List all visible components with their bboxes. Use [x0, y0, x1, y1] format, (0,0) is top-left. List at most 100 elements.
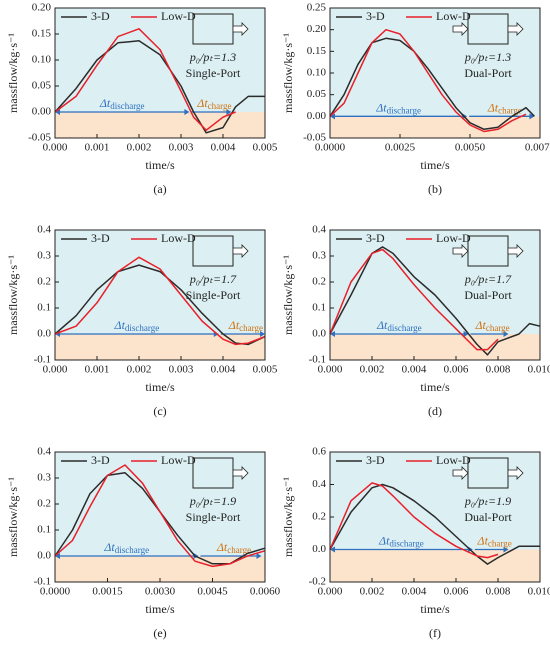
panel: -0.1 0.0 0.1 0.2 0.3 0.4 0.000 0.001 0.002 0.003 0… [6, 224, 278, 418]
y-tick-label: 0.4 [37, 446, 51, 458]
x-axis-label: time/s [145, 380, 175, 394]
y-tick-label: -0.1 [309, 354, 326, 366]
x-tick-label: 0.0000 [315, 142, 346, 154]
x-axis-label: time/s [420, 602, 450, 616]
legend-label: 3-D [91, 9, 110, 23]
plot-frame [329, 451, 541, 583]
x-tick-label: 0.001 [85, 142, 110, 154]
panel-caption: (b) [428, 182, 442, 196]
schematic-arrow [232, 244, 249, 258]
y-axis-label: massflow/kg·s⁻¹ [281, 477, 295, 557]
label-sub: discharge [389, 539, 423, 549]
discharge-label: Δtdischarge [375, 100, 421, 115]
schematic-arrow [232, 466, 249, 480]
panel-caption: (d) [428, 404, 442, 418]
x-tick-label: 0.001 [85, 364, 110, 376]
panel: -0.1 0.0 0.1 0.2 0.3 0.4 0.000 0.002 0.004 0.006 0… [281, 224, 550, 418]
plot-frame [329, 7, 541, 139]
charge-label: Δtcharge [228, 318, 263, 333]
plot-frame [54, 451, 266, 583]
port-label: Dual-Port [464, 66, 512, 80]
pressure-ratio: p₀/pₜ=1.3 [189, 50, 236, 64]
pressure-ratio: p₀/pₜ=1.9 [189, 494, 236, 508]
legend-label: 3-D [366, 453, 385, 467]
port-label: Single-Port [186, 66, 241, 80]
discharge-label: Δtdischarge [99, 96, 145, 111]
label-main: Δt [487, 100, 499, 114]
label-main: Δt [196, 96, 208, 110]
panel-caption: (c) [153, 404, 166, 418]
y-tick-label: -0.05 [303, 132, 326, 144]
schematic-arrow [452, 244, 469, 258]
plot-frame [54, 229, 266, 361]
charge-region [55, 556, 265, 582]
pressure-ratio: p₀/pₜ=1.9 [464, 494, 511, 508]
label-main: Δt [378, 533, 390, 547]
label-main: Δt [216, 540, 228, 554]
panel-caption: (f) [429, 626, 441, 640]
label-sub: charge [486, 323, 510, 333]
port-label: Single-Port [186, 510, 241, 524]
label-sub: discharge [110, 101, 144, 111]
arrow-head [260, 331, 265, 337]
x-tick-label: 0.002 [127, 142, 152, 154]
y-tick-label: 0.0 [312, 543, 326, 555]
charge-region [330, 549, 540, 582]
panel-caption: (a) [153, 182, 166, 196]
panel: -0.05 0.00 0.05 0.10 0.15 0.20 0.000 0.001 0.002… [6, 2, 278, 196]
x-tick-label: 0.000 [43, 142, 68, 154]
label-sub: charge [239, 323, 263, 333]
label-main: Δt [103, 540, 115, 554]
x-axis-label: time/s [420, 380, 450, 394]
x-tick-label: 0.002 [360, 364, 385, 376]
discharge-region [55, 230, 265, 334]
charge-label: Δtcharge [474, 318, 509, 333]
discharge-region [330, 8, 540, 117]
x-tick-label: 0.0000 [40, 586, 71, 598]
arrow-head [256, 553, 262, 559]
x-tick-label: 0.000 [318, 364, 343, 376]
discharge-label: Δtdischarge [378, 533, 424, 548]
discharge-region [330, 230, 540, 334]
y-tick-label: 0.1 [312, 302, 326, 314]
label-sub: discharge [125, 323, 159, 333]
label-main: Δt [375, 100, 387, 114]
x-tick-label: 0.004 [402, 364, 427, 376]
x-tick-label: 0.0015 [92, 586, 123, 598]
x-tick-label: 0.008 [486, 586, 511, 598]
x-axis-label: time/s [145, 602, 175, 616]
charge-label: Δtcharge [487, 100, 522, 115]
label-main: Δt [477, 533, 489, 547]
legend-label: 3-D [91, 453, 110, 467]
discharge-label: Δtdischarge [114, 318, 160, 333]
y-tick-label: 0.15 [307, 45, 327, 57]
arrow-head [503, 331, 509, 337]
y-tick-label: 0.1 [37, 302, 51, 314]
x-tick-label: 0.002 [360, 586, 385, 598]
schematic-arrow [452, 22, 469, 36]
y-tick-label: 0.6 [312, 446, 326, 458]
x-tick-label: 0.004 [402, 586, 427, 598]
series-line [54, 40, 265, 134]
series-line [329, 37, 535, 131]
y-tick-label: 0.20 [307, 23, 327, 35]
y-tick-label: 0.4 [312, 224, 326, 236]
series-line [329, 483, 540, 565]
y-tick-label: 0.15 [32, 28, 52, 40]
port-label: Dual-Port [464, 510, 512, 524]
label-sub: charge [488, 539, 512, 549]
label-sub: discharge [387, 105, 421, 115]
arrow-head [503, 546, 509, 553]
port-label: Single-Port [186, 288, 241, 302]
plot-frame [329, 229, 541, 361]
x-tick-label: 0.006 [444, 586, 469, 598]
y-axis-label: massflow/kg·s⁻¹ [6, 255, 20, 335]
y-tick-label: 0.00 [32, 106, 52, 118]
arrow-head [529, 113, 535, 120]
legend-label: Low-D [161, 453, 196, 467]
series-line [54, 256, 266, 346]
y-tick-label: 0.4 [312, 478, 326, 490]
label-main: Δt [376, 318, 388, 332]
series-line [54, 264, 266, 346]
x-tick-label: 0.010 [528, 364, 550, 376]
